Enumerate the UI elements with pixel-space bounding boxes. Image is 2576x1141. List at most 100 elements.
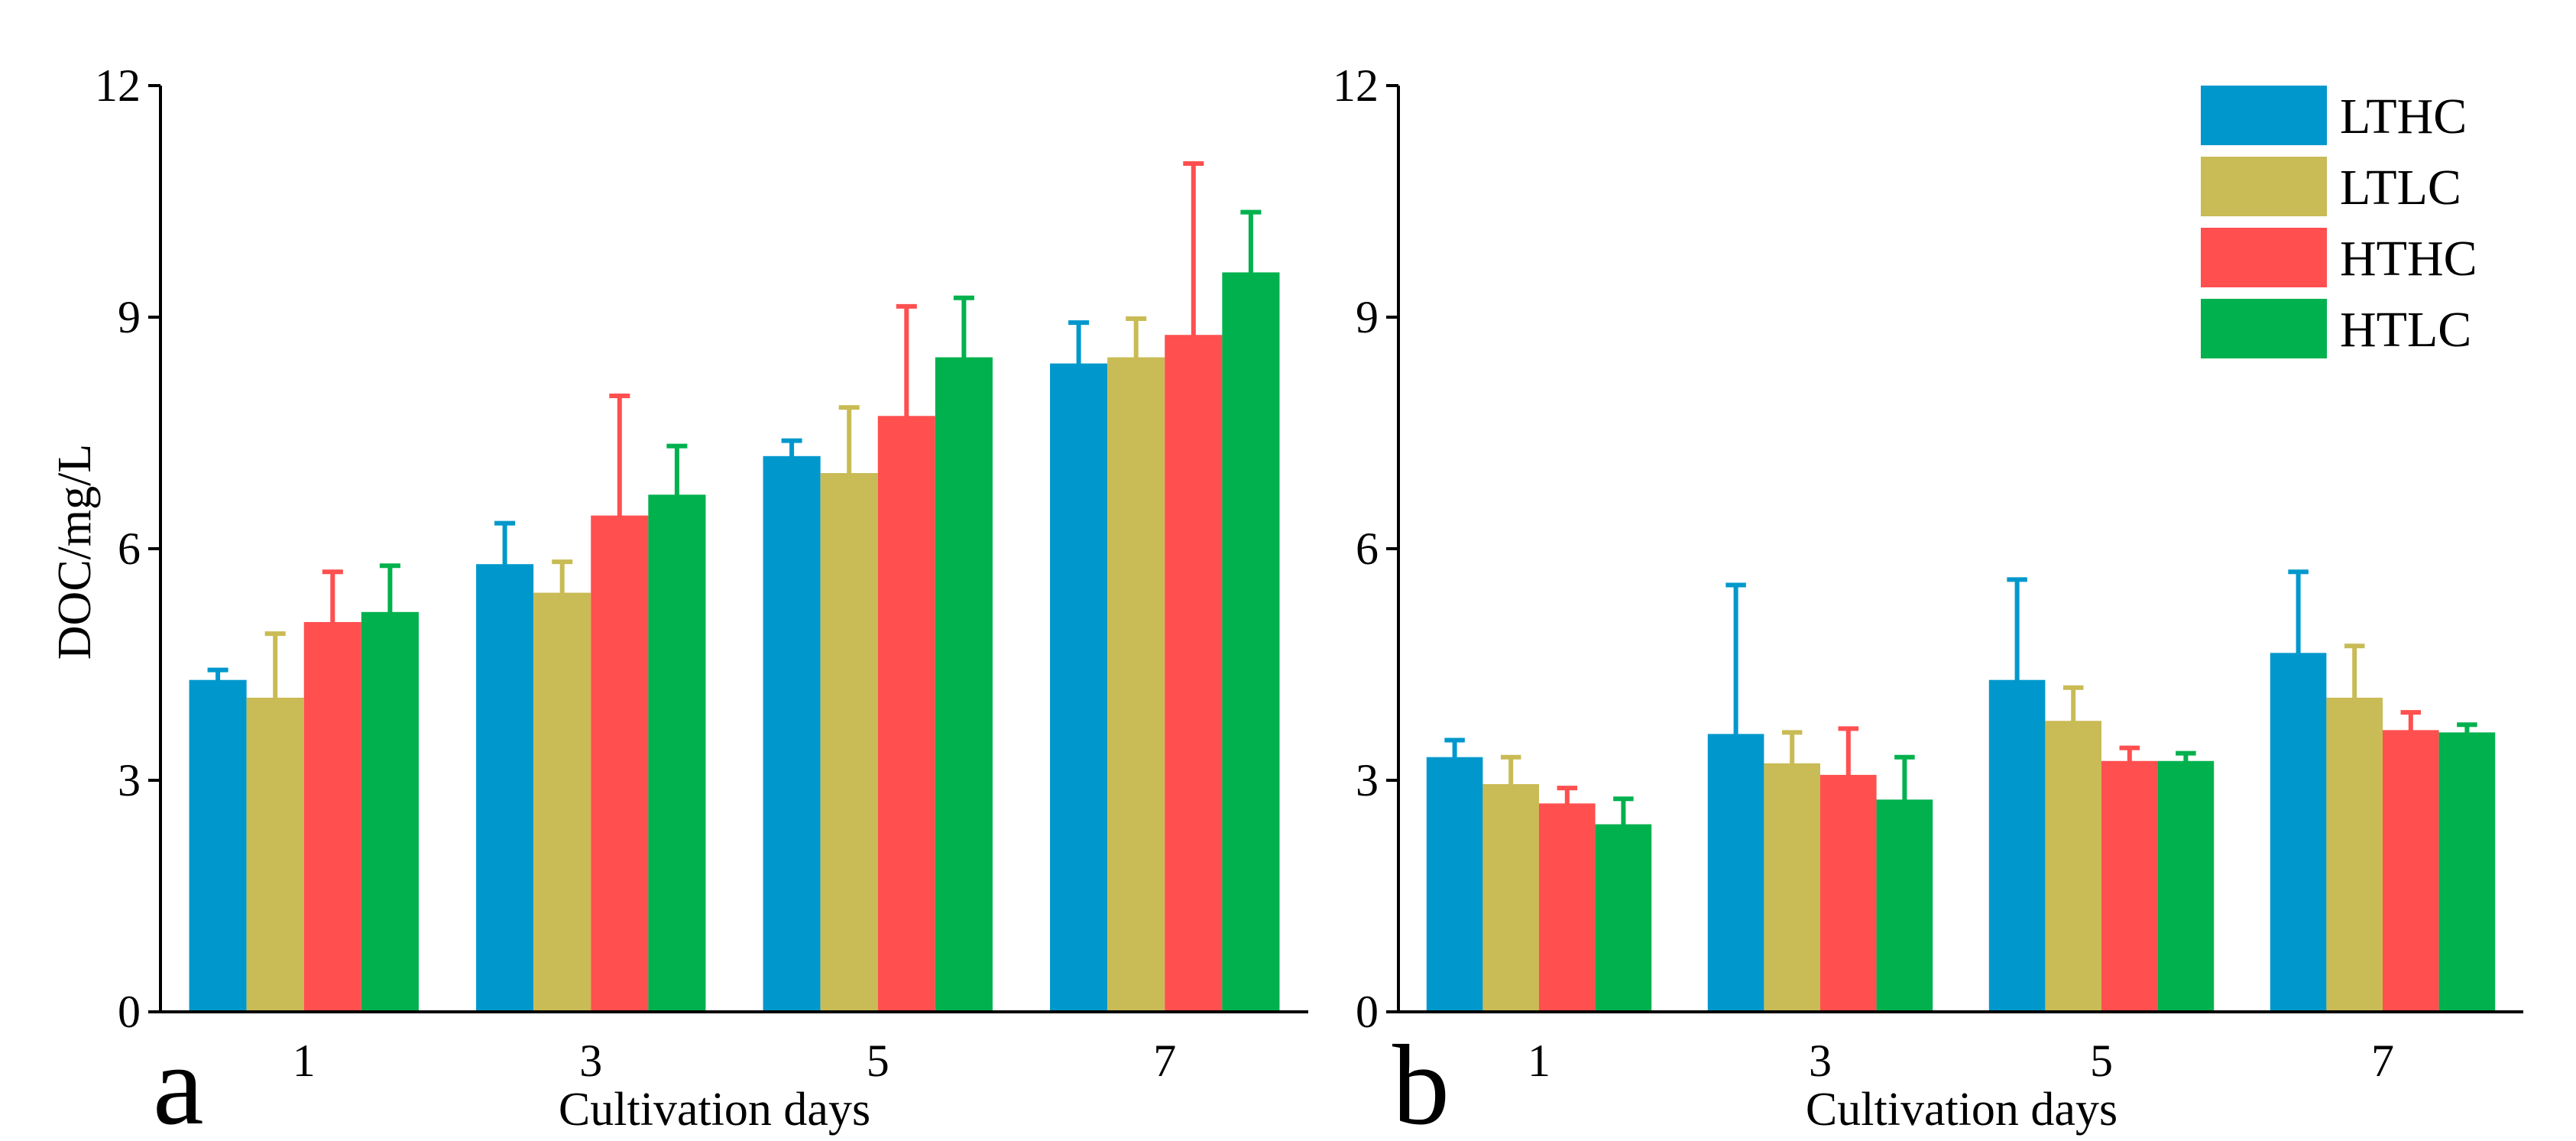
x-tick-label-a-5: 5 [867,1036,889,1086]
error-bar-a-lthc-day-5 [781,438,802,474]
error-bar-b-ltlc-day-3 [1781,730,1803,797]
bar-a-ltlc-day-3 [533,592,591,1012]
y-tick-label-a-6: 6 [118,523,141,574]
y-tick-label-a-3: 3 [118,755,141,806]
y-tick-label-b-0: 0 [1356,987,1379,1037]
error-bar-a-ltlc-day-7 [1126,316,1147,399]
error-bar-a-htlc-day-7 [1240,209,1262,335]
panel-b-x-ticks: 1 3 5 7 [1528,1036,2394,1086]
panel-b-bars [1426,653,2496,1012]
panel-b-letter: b [1392,1022,1450,1141]
x-tick-label-b-3: 3 [1809,1036,1832,1086]
error-bar-b-lthc-day-5 [2007,577,2027,783]
error-bar-a-hthc-day-3 [609,394,630,638]
error-bar-a-hthc-day-7 [1183,161,1204,509]
error-bar-b-htlc-day-7 [2457,722,2477,743]
panel-b: 0 3 6 9 12 1 3 5 7 b Cultivation days LTHC LTLC H… [1333,60,2523,1141]
bar-a-htlc-day-7 [1222,272,1280,1012]
error-bar-a-hthc-day-1 [322,569,343,675]
error-bar-b-hthc-day-7 [2400,710,2422,750]
y-tick-label-b-9: 9 [1356,292,1379,342]
error-bar-a-hthc-day-5 [896,303,917,528]
bar-b-htlc-day-5 [2157,760,2215,1012]
y-tick-label-b-12: 12 [1333,60,1379,111]
error-bar-a-ltlc-day-3 [552,559,573,626]
panel-a-x-ticks: 1 3 5 7 [293,1036,1177,1086]
error-bar-b-ltlc-day-1 [1500,754,1521,814]
bar-a-lthc-day-1 [189,679,247,1012]
error-bar-b-htlc-day-3 [1894,754,1915,844]
error-bar-b-ltlc-day-7 [2344,643,2365,752]
legend-item-hthc: HTHC [2201,228,2477,287]
bar-a-htlc-day-1 [361,611,419,1012]
bar-a-lthc-day-7 [1050,363,1108,1013]
x-tick-label-a-7: 7 [1153,1036,1176,1086]
panel-b-error-bars [1444,569,2477,886]
error-bar-b-htlc-day-5 [2176,750,2196,771]
panel-b-y-ticks: 0 3 6 9 12 [1333,60,1398,1037]
error-bar-b-hthc-day-1 [1557,786,1578,822]
x-tick-label-b-7: 7 [2371,1036,2394,1086]
error-bar-b-htlc-day-1 [1613,796,1634,852]
y-tick-label-a-12: 12 [95,60,141,111]
error-bar-a-ltlc-day-1 [264,631,286,764]
panel-a-bars [189,272,1280,1013]
legend-label-lthc: LTHC [2340,89,2467,144]
x-tick-label-a-1: 1 [293,1036,316,1086]
legend-swatch-ltlc [2201,157,2327,216]
panel-a-y-axis-title: DOC/mg/L [49,444,101,660]
panel-a: 0 3 6 9 12 1 3 5 7 a Cultivation days DOC/mg/L [49,60,1308,1141]
x-tick-label-b-5: 5 [2090,1036,2113,1086]
panel-b-x-axis-title: Cultivation days [1806,1084,2118,1136]
bar-b-hthc-day-5 [2101,760,2158,1012]
legend-item-lthc: LTHC [2201,86,2467,145]
error-bar-b-lthc-day-1 [1444,737,1465,776]
error-bar-a-htlc-day-3 [666,443,688,546]
error-bar-a-lthc-day-7 [1068,320,1090,407]
x-tick-label-a-3: 3 [579,1036,602,1086]
legend-label-hthc: HTHC [2340,231,2477,287]
panel-b-legend: LTHC LTLC HTHC HTLC [2201,86,2477,358]
legend-swatch-hthc [2201,228,2327,287]
error-bar-b-lthc-day-7 [2288,569,2309,737]
panel-a-letter: a [153,1022,204,1141]
bar-b-ltlc-day-5 [2045,721,2101,1012]
bar-b-htlc-day-1 [1595,824,1652,1012]
error-bar-a-ltlc-day-5 [838,405,860,541]
legend-swatch-lthc [2201,86,2327,145]
bar-a-ltlc-day-5 [820,473,878,1012]
bar-b-lthc-day-1 [1426,757,1483,1012]
legend-swatch-htlc [2201,299,2327,358]
bar-a-htlc-day-3 [648,494,706,1012]
error-bar-a-htlc-day-5 [953,295,974,420]
error-bar-a-htlc-day-1 [379,563,400,661]
error-bar-a-lthc-day-1 [207,667,228,692]
bar-a-ltlc-day-7 [1107,357,1165,1012]
panel-a-error-bars [207,161,1262,764]
y-tick-label-b-3: 3 [1356,755,1379,806]
error-bar-b-hthc-day-3 [1838,726,1859,824]
panel-a-y-ticks: 0 3 6 9 12 [95,60,160,1037]
error-bar-b-ltlc-day-5 [2062,685,2084,757]
x-tick-label-b-1: 1 [1528,1036,1550,1086]
bar-b-hthc-day-7 [2383,730,2439,1012]
y-tick-label-a-0: 0 [118,987,141,1037]
y-tick-label-a-9: 9 [118,292,141,342]
bar-a-lthc-day-5 [763,455,821,1012]
legend-label-htlc: HTLC [2340,302,2471,358]
bar-a-lthc-day-3 [476,564,534,1012]
legend-item-htlc: HTLC [2201,299,2471,358]
legend-label-ltlc: LTLC [2340,160,2461,216]
legend-item-ltlc: LTLC [2201,157,2461,216]
error-bar-b-hthc-day-5 [2119,745,2140,776]
panel-a-x-axis-title: Cultivation days [559,1084,870,1136]
bar-b-ltlc-day-1 [1482,784,1539,1012]
bar-a-hthc-day-1 [303,621,361,1012]
bar-a-htlc-day-5 [935,357,993,1012]
error-bar-a-lthc-day-3 [494,520,516,608]
bar-b-hthc-day-1 [1539,803,1596,1012]
bar-b-ltlc-day-3 [1764,763,1820,1012]
y-tick-label-b-6: 6 [1356,523,1379,574]
error-bar-b-lthc-day-3 [1725,582,1746,886]
